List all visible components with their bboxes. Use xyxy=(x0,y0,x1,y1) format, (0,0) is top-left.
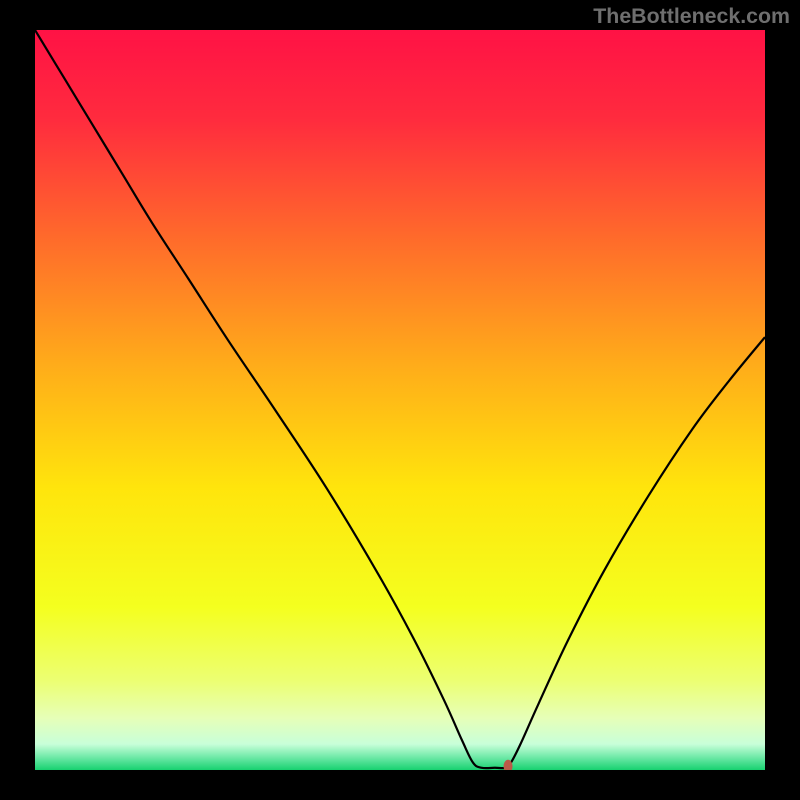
gradient-background xyxy=(35,30,765,770)
chart-stage: TheBottleneck.com xyxy=(0,0,800,800)
plot-area xyxy=(35,30,765,770)
watermark-label: TheBottleneck.com xyxy=(593,4,790,29)
